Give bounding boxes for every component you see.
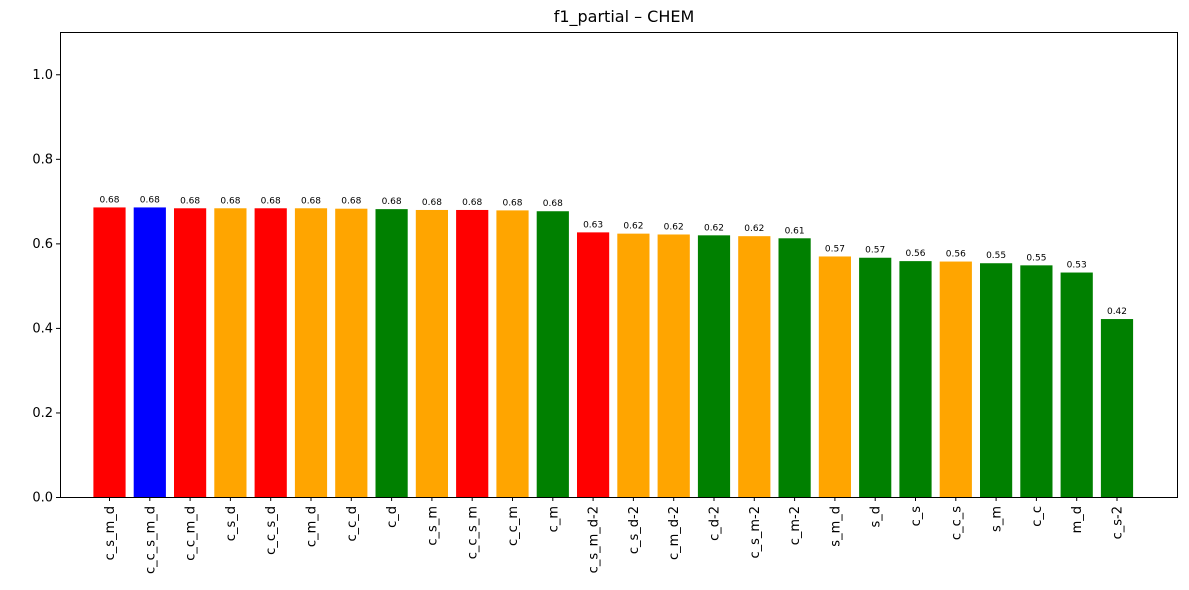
bar-c_d-2 <box>697 235 731 497</box>
x-tick-label: c_c_m_d <box>184 506 199 561</box>
bar-value-label: 0.61 <box>785 226 805 236</box>
x-tick-label: c_c_s_m <box>466 506 481 559</box>
x-tick-label: c_m_d <box>305 506 320 547</box>
x-tick-label: c_c_s_d <box>264 506 279 555</box>
bar-c_d <box>375 209 408 497</box>
bar-s_m <box>980 263 1013 497</box>
bar-c_s_m_d-2 <box>577 232 610 497</box>
x-tick-label: c_s_m <box>425 506 440 546</box>
bar-c_c_d <box>335 208 368 497</box>
bar-c_c_m_d <box>174 208 207 497</box>
bar-value-label: 0.57 <box>865 246 885 256</box>
bar-c_m_d <box>294 208 328 497</box>
bar-value-label: 0.56 <box>946 250 966 260</box>
y-tick-label: 0.4 <box>32 321 53 336</box>
x-tick-label: s_m_d <box>828 506 843 547</box>
bar-value-label: 0.56 <box>905 249 925 259</box>
y-tick-label: 0.8 <box>32 152 53 167</box>
bar-c_s_m <box>415 209 448 497</box>
x-tick-label: s_m <box>990 506 1005 532</box>
bar-value-label: 0.68 <box>99 195 119 205</box>
bar-s_d <box>859 257 892 497</box>
x-tick-label: c_s-2 <box>1111 506 1126 539</box>
bar-value-label: 0.55 <box>986 251 1006 261</box>
bar-c_m <box>536 211 569 497</box>
x-tick-label: c_m <box>546 506 561 532</box>
y-axis: 0.0 0.2 0.4 0.6 0.8 1.0 <box>32 68 60 506</box>
bar-value-label: 0.68 <box>382 197 402 207</box>
bar-c_s_m-2 <box>738 236 771 497</box>
bar-value-label: 0.68 <box>502 198 522 208</box>
x-tick-label: c_c_s <box>949 506 964 540</box>
bar-value-label: 0.62 <box>664 222 684 232</box>
x-tick-label: c_s_d <box>224 506 239 541</box>
bar-c_s_d-2 <box>617 233 650 497</box>
bar-value-label: 0.55 <box>1026 253 1046 263</box>
bar-value-label: 0.57 <box>825 244 845 254</box>
x-tick-label: c_s_m-2 <box>748 506 763 559</box>
x-tick-label: c_c_m <box>506 506 521 546</box>
bar-value-label: 0.68 <box>301 196 321 206</box>
bar-s_m_d <box>818 256 851 497</box>
bar-m_d <box>1060 272 1093 497</box>
x-tick-label: c_d <box>385 506 400 528</box>
y-tick-label: 1.0 <box>32 68 53 83</box>
x-tick-label: c_s_m_d-2 <box>587 506 602 573</box>
bar-value-label: 0.68 <box>341 197 361 207</box>
bar-value-labels: 0.68 0.68 0.68 0.68 0.68 0.68 0.68 0.68 0.68 0.68… <box>99 195 1127 317</box>
bar-value-label: 0.68 <box>422 198 442 208</box>
x-tick-label: m_d <box>1070 506 1085 533</box>
bars <box>93 207 1134 498</box>
bar-c_s_m_d <box>93 207 126 497</box>
bar-value-label: 0.62 <box>623 222 643 232</box>
bar-value-label: 0.68 <box>220 196 240 206</box>
plot-frame <box>60 32 1178 498</box>
x-tick-label: c_c_d <box>345 506 360 542</box>
bar-c_m-2 <box>778 238 811 498</box>
bar-c_c <box>1020 265 1053 497</box>
x-tick-label: s_d <box>869 506 884 528</box>
x-tick-label: c_s <box>909 506 924 527</box>
bar-value-label: 0.62 <box>744 224 764 234</box>
y-tick-label: 0.6 <box>32 237 53 252</box>
bar-value-label: 0.42 <box>1107 307 1127 317</box>
x-tick-label: c_m_d-2 <box>667 506 682 560</box>
bar-value-label: 0.68 <box>543 199 563 209</box>
bar-c_c_s <box>939 261 972 497</box>
bar-c_c_s_m_d <box>133 207 166 497</box>
x-tick-label: c_s_m_d <box>103 506 118 560</box>
bar-c_c_m <box>496 210 529 497</box>
x-tick-label: c_c_s_m_d <box>143 506 158 574</box>
x-tick-label: c_c <box>1030 506 1045 527</box>
x-axis: c_s_m_d c_c_s_m_d c_c_m_d c_s_d c_c_s_d c_m_d… <box>103 497 1126 574</box>
bar-value-label: 0.68 <box>462 198 482 208</box>
bar-value-label: 0.62 <box>704 223 724 233</box>
x-tick-label: c_d-2 <box>708 506 723 541</box>
x-tick-label: c_s_d-2 <box>627 506 642 554</box>
bar-value-label: 0.68 <box>261 196 281 206</box>
x-tick-label: c_m-2 <box>788 506 803 545</box>
bar-c_s_d <box>214 208 247 497</box>
bar-c_s-2 <box>1100 319 1134 497</box>
y-tick-label: 0.2 <box>32 406 53 421</box>
bar-c_s <box>899 261 932 497</box>
chart-title: f1_partial – CHEM <box>554 7 695 27</box>
bar-value-label: 0.53 <box>1067 261 1087 271</box>
bar-value-label: 0.68 <box>140 195 160 205</box>
y-tick-label: 0.0 <box>32 491 53 506</box>
bar-value-label: 0.68 <box>180 196 200 206</box>
bar-value-label: 0.63 <box>583 220 603 230</box>
bar-c_c_s_m <box>456 209 489 497</box>
bar-c_m_d-2 <box>657 234 690 497</box>
bar-c_c_s_d <box>254 208 287 497</box>
